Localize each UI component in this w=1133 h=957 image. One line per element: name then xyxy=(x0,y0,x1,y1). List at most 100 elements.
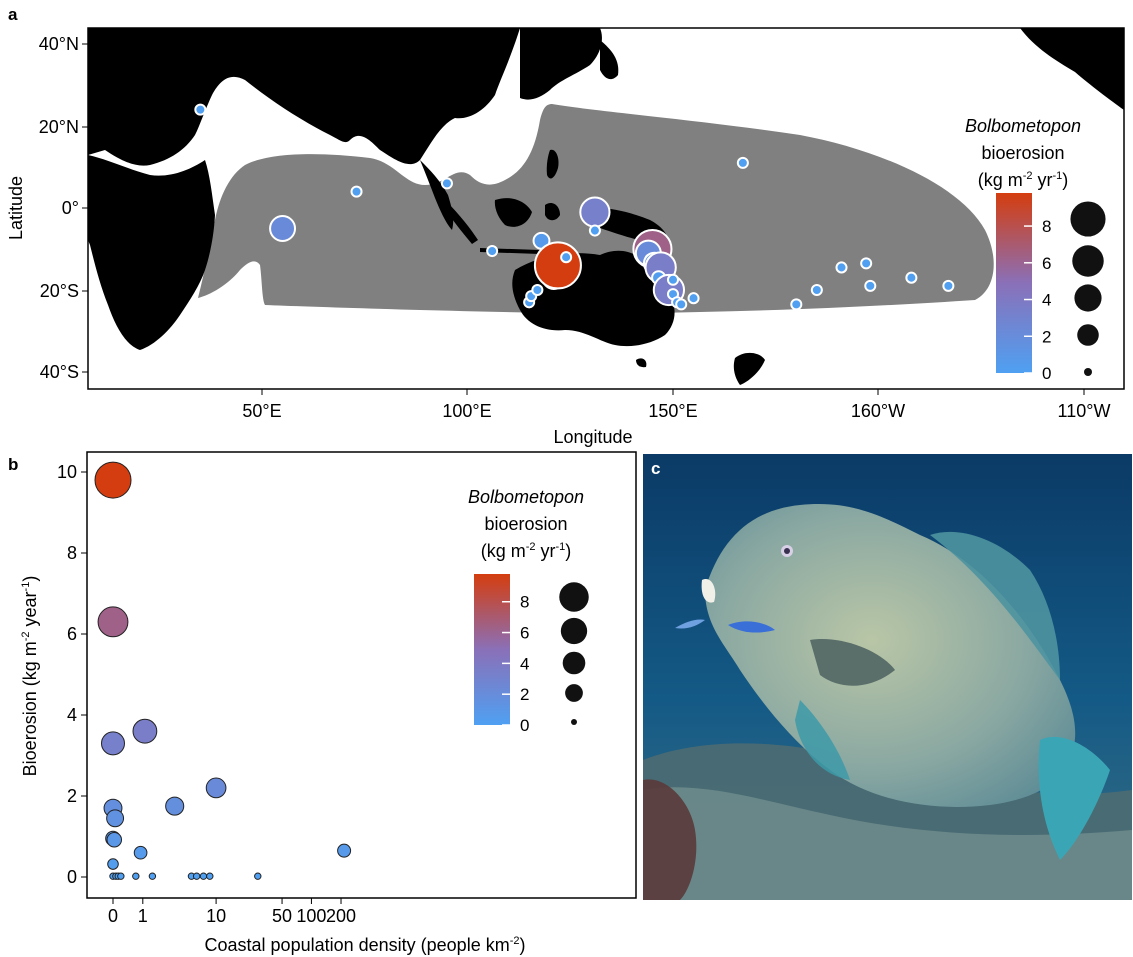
y-tick-label: 6 xyxy=(67,624,77,644)
map-point xyxy=(531,283,544,297)
y-tick-label: 2 xyxy=(67,786,77,806)
lat-tick: 20°S xyxy=(40,281,79,301)
map-points xyxy=(194,103,955,311)
scatter-point xyxy=(192,872,201,880)
scatter-point xyxy=(97,606,129,638)
lon-tick: 100°E xyxy=(442,401,491,421)
legend-b-units: (kg m-2 yr-1) xyxy=(481,541,572,561)
lon-tick: 110°W xyxy=(1058,401,1111,421)
map-x-title: Longitude xyxy=(553,427,632,447)
lon-tick: 160°W xyxy=(851,401,905,421)
y-tick-label: 8 xyxy=(67,543,77,563)
legend-b-colorbar xyxy=(474,574,510,725)
scatter-point xyxy=(94,461,132,499)
map-point xyxy=(588,224,601,237)
legend-size-circle xyxy=(571,719,577,725)
legend-a-units: (kg m-2 yr-1) xyxy=(978,170,1069,190)
x-tick-label: 10 xyxy=(206,906,226,926)
map-point xyxy=(942,279,955,292)
legend-a-line2: bioerosion xyxy=(981,143,1064,163)
legend-size-circle xyxy=(1084,368,1092,376)
x-tick-label: 200 xyxy=(326,906,356,926)
x-tick-label: 1 xyxy=(138,906,148,926)
legend-tick-label: 4 xyxy=(1042,291,1051,310)
legend-tick-label: 2 xyxy=(1042,327,1051,346)
map-point xyxy=(666,273,680,286)
scatter-point xyxy=(132,718,158,744)
map-point xyxy=(835,261,848,274)
legend-tick-label: 2 xyxy=(520,685,529,704)
map-point xyxy=(440,177,453,190)
scatter-x-title: Coastal population density (people km-2) xyxy=(205,935,526,955)
scatter-point xyxy=(106,831,123,848)
x-tick-label: 0 xyxy=(108,906,118,926)
scatter-point xyxy=(133,845,148,860)
lon-tick: 50°E xyxy=(242,401,281,421)
map-point xyxy=(486,245,499,258)
legend-tick-label: 6 xyxy=(520,624,529,643)
parrotfish-photo: c xyxy=(643,454,1132,900)
scatter-point xyxy=(106,809,125,828)
legend-a-species: Bolbometopon xyxy=(965,116,1081,136)
legend-size-circle xyxy=(565,684,583,702)
scatter-point xyxy=(206,872,214,880)
land-masses xyxy=(88,28,1124,385)
x-tick-label: 100 xyxy=(296,906,326,926)
y-tick-label: 4 xyxy=(67,705,77,725)
map-area xyxy=(88,28,1124,389)
map-y-title: Latitude xyxy=(6,176,26,240)
map-point xyxy=(269,215,297,242)
scatter-point xyxy=(117,872,125,880)
map-point xyxy=(350,185,363,198)
scatter-point xyxy=(199,872,208,880)
panel-a-label: a xyxy=(8,5,18,24)
scatter-frame xyxy=(86,451,637,899)
map-point xyxy=(790,298,803,311)
scatter-point xyxy=(148,872,157,880)
lat-tick: 40°N xyxy=(39,34,79,54)
map-point xyxy=(736,156,749,169)
legend-tick-label: 0 xyxy=(520,716,529,735)
lat-tick: 0° xyxy=(62,198,79,218)
legend-a: Bolbometopon bioerosion (kg m-2 yr-1) 8 6… xyxy=(965,116,1106,383)
map-point xyxy=(533,241,582,290)
map-point xyxy=(560,251,573,264)
legend-size-circle xyxy=(562,651,586,675)
y-tick-label: 10 xyxy=(57,462,77,482)
panel-c-label: c xyxy=(651,459,660,478)
scatter-y-title: Bioerosion (kg m-2 year-1) xyxy=(20,576,40,777)
legend-a-colorbar xyxy=(996,193,1032,373)
legend-size-circle xyxy=(559,582,589,612)
legend-tick-label: 4 xyxy=(520,654,529,673)
lat-tick: 40°S xyxy=(40,362,79,382)
map-point xyxy=(864,279,877,292)
scatter-point xyxy=(205,777,227,799)
scatter-point xyxy=(107,858,119,870)
legend-size-circle xyxy=(1074,284,1102,312)
legend-size-circle xyxy=(1070,201,1106,237)
map-point xyxy=(810,283,823,297)
scatter-point xyxy=(165,796,185,816)
legend-tick-label: 8 xyxy=(1042,217,1051,236)
map-point xyxy=(675,298,688,311)
scatter-point xyxy=(254,872,262,880)
panel-b-label: b xyxy=(8,455,18,474)
legend-b-species: Bolbometopon xyxy=(468,487,584,507)
legend-b-line2: bioerosion xyxy=(484,514,567,534)
legend-tick-label: 0 xyxy=(1042,364,1051,383)
x-tick-label: 50 xyxy=(272,906,292,926)
legend-tick-label: 8 xyxy=(520,593,529,612)
lon-tick: 150°E xyxy=(648,401,697,421)
y-tick-label: 0 xyxy=(67,867,77,887)
map-point xyxy=(579,196,611,228)
map-point xyxy=(687,292,700,305)
map-point xyxy=(860,257,873,270)
map-point xyxy=(905,271,918,284)
lat-tick: 20°N xyxy=(39,117,79,137)
legend-b: Bolbometopon bioerosion (kg m-2 yr-1) 8 6… xyxy=(468,487,589,735)
map-x-axis: 50°E 100°E 150°E 160°W 110°W Longitude xyxy=(242,389,1110,447)
legend-size-circle xyxy=(1077,324,1099,346)
map-y-axis: 40°N 20°N 0° 20°S 40°S Latitude xyxy=(6,34,88,382)
legend-size-circle xyxy=(1072,245,1104,277)
